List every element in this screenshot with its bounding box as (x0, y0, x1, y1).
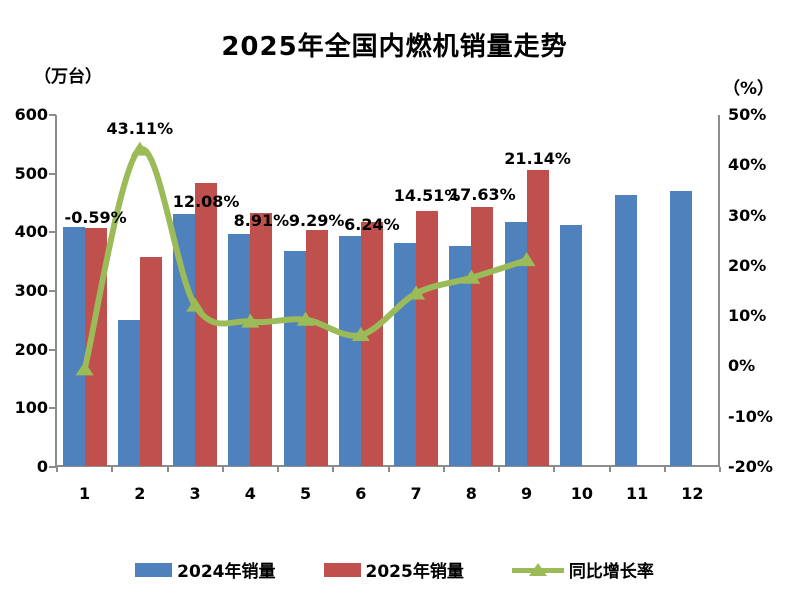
legend-swatch-2025-icon (323, 562, 361, 577)
bar-2025-month-6 (360, 222, 383, 466)
growth-data-label-month-1: -0.59% (64, 208, 127, 228)
y-axis-left-tick-0: 0 (36, 457, 48, 476)
x-axis-label-month-8: 8 (465, 484, 477, 503)
bar-2024-month-12 (670, 191, 693, 466)
bar-2024-month-8 (449, 245, 472, 466)
y-axis-left-tick-100: 100 (14, 398, 48, 418)
x-axis-label-month-3: 3 (189, 484, 201, 503)
y-axis-left-tick-300: 300 (14, 281, 48, 300)
y-axis-right-tick-10%: 10% (728, 306, 767, 326)
x-axis-label-month-1: 1 (79, 484, 91, 503)
growth-data-label-month-7: 14.51% (393, 186, 461, 206)
bar-2025-month-1 (84, 228, 107, 466)
bar-2025-month-5 (305, 229, 328, 466)
x-axis-label-month-6: 6 (355, 484, 367, 503)
y-axis-left-tickmark (49, 290, 56, 292)
y-axis-left-tickmark (49, 114, 56, 116)
bar-2024-month-5 (283, 250, 306, 466)
x-axis-tickmark (221, 467, 224, 472)
x-axis-tickmark (498, 467, 500, 472)
y-axis-right-tick-40%: 40% (728, 155, 767, 175)
growth-data-label-month-9: 21.14% (504, 149, 571, 169)
bar-2025-month-9 (526, 170, 549, 466)
right-axis-unit-label: （%） (723, 79, 775, 99)
x-axis-label-month-4: 4 (244, 484, 256, 503)
growth-data-label-month-8: 17.63% (449, 184, 516, 204)
chart-title: 2025年全国内燃机销量走势 (221, 32, 568, 62)
growth-data-label-month-6: 6.24% (344, 215, 400, 235)
y-axis-left-tickmark (49, 348, 56, 351)
x-axis-label-month-12: 12 (681, 484, 704, 503)
bar-2024-month-3 (173, 213, 196, 466)
x-axis-label-month-9: 9 (521, 484, 533, 503)
bar-2024-month-6 (338, 236, 361, 466)
y-axis-right-tick--10%: -10% (728, 406, 773, 426)
x-axis-tickmark (442, 467, 445, 472)
x-axis-tickmark (111, 467, 114, 472)
y-axis-right-tick-20%: 20% (728, 255, 767, 275)
legend-label-2024: 2024年销量 (177, 562, 276, 582)
x-axis-tickmark (277, 467, 279, 472)
bar-2024-month-2 (117, 320, 140, 466)
bar-2024-month-9 (504, 221, 527, 466)
y-axis-left-tick-600: 600 (14, 105, 48, 124)
legend-growth-line-icon (511, 562, 564, 577)
chart-legend: 2024年销量 2025年销量 同比增长率 (0, 557, 789, 582)
left-axis-unit-label: （万台） (34, 67, 102, 87)
x-axis-label-month-2: 2 (134, 484, 146, 503)
y-axis-left-tick-500: 500 (14, 163, 48, 183)
x-axis-tickmark (332, 467, 335, 472)
y-axis-right-tick--20%: -20% (728, 457, 773, 476)
growth-data-label-month-2: 43.11% (106, 118, 174, 138)
bar-2025-month-3 (195, 183, 218, 466)
legend-swatch-2024-icon (135, 562, 173, 577)
y-axis-right-tick-0%: 0% (728, 356, 756, 376)
x-axis-label-month-10: 10 (570, 484, 593, 503)
legend-item-2024: 2024年销量 (135, 557, 276, 582)
x-axis-tickmark (663, 467, 666, 472)
y-axis-left-tick-400: 400 (14, 222, 48, 242)
x-axis-tickmark (553, 467, 556, 472)
y-axis-right-tick-50%: 50% (728, 105, 767, 124)
y-axis-right-tick-30%: 30% (728, 205, 767, 225)
bar-2024-month-1 (62, 227, 85, 466)
growth-data-label-month-4: 8.91% (233, 210, 290, 230)
bar-2025-month-4 (250, 212, 273, 466)
bar-2025-month-8 (471, 206, 494, 466)
bar-2025-month-7 (416, 211, 439, 466)
bar-2024-month-10 (559, 225, 582, 466)
y-axis-left-tickmark (49, 172, 56, 175)
growth-data-label-month-3: 12.08% (172, 192, 240, 212)
x-axis-tickmark (387, 467, 390, 472)
x-axis-tickmark (166, 467, 169, 472)
legend-label-growth: 同比增长率 (568, 562, 654, 582)
growth-data-label-month-5: 9.29% (288, 210, 345, 230)
x-axis-tickmark (608, 467, 611, 472)
bar-2025-month-2 (139, 256, 162, 466)
x-axis-label-month-11: 11 (625, 484, 649, 503)
x-axis-label-month-5: 5 (300, 484, 312, 503)
y-axis-left-tickmark (49, 466, 56, 468)
bar-2024-month-7 (394, 243, 417, 466)
bar-2024-month-4 (228, 233, 251, 466)
x-axis-label-month-7: 7 (410, 484, 422, 503)
x-axis-tickmark (56, 467, 58, 472)
legend-label-2025: 2025年销量 (365, 562, 464, 582)
legend-item-2025: 2025年销量 (323, 557, 464, 582)
x-axis-tickmark (719, 467, 721, 472)
bar-2024-month-11 (615, 195, 638, 466)
y-axis-left-tickmark (49, 231, 56, 234)
y-axis-left-tick-200: 200 (14, 339, 48, 359)
legend-item-growth: 同比增长率 (511, 557, 654, 582)
y-axis-left-tickmark (49, 407, 56, 410)
